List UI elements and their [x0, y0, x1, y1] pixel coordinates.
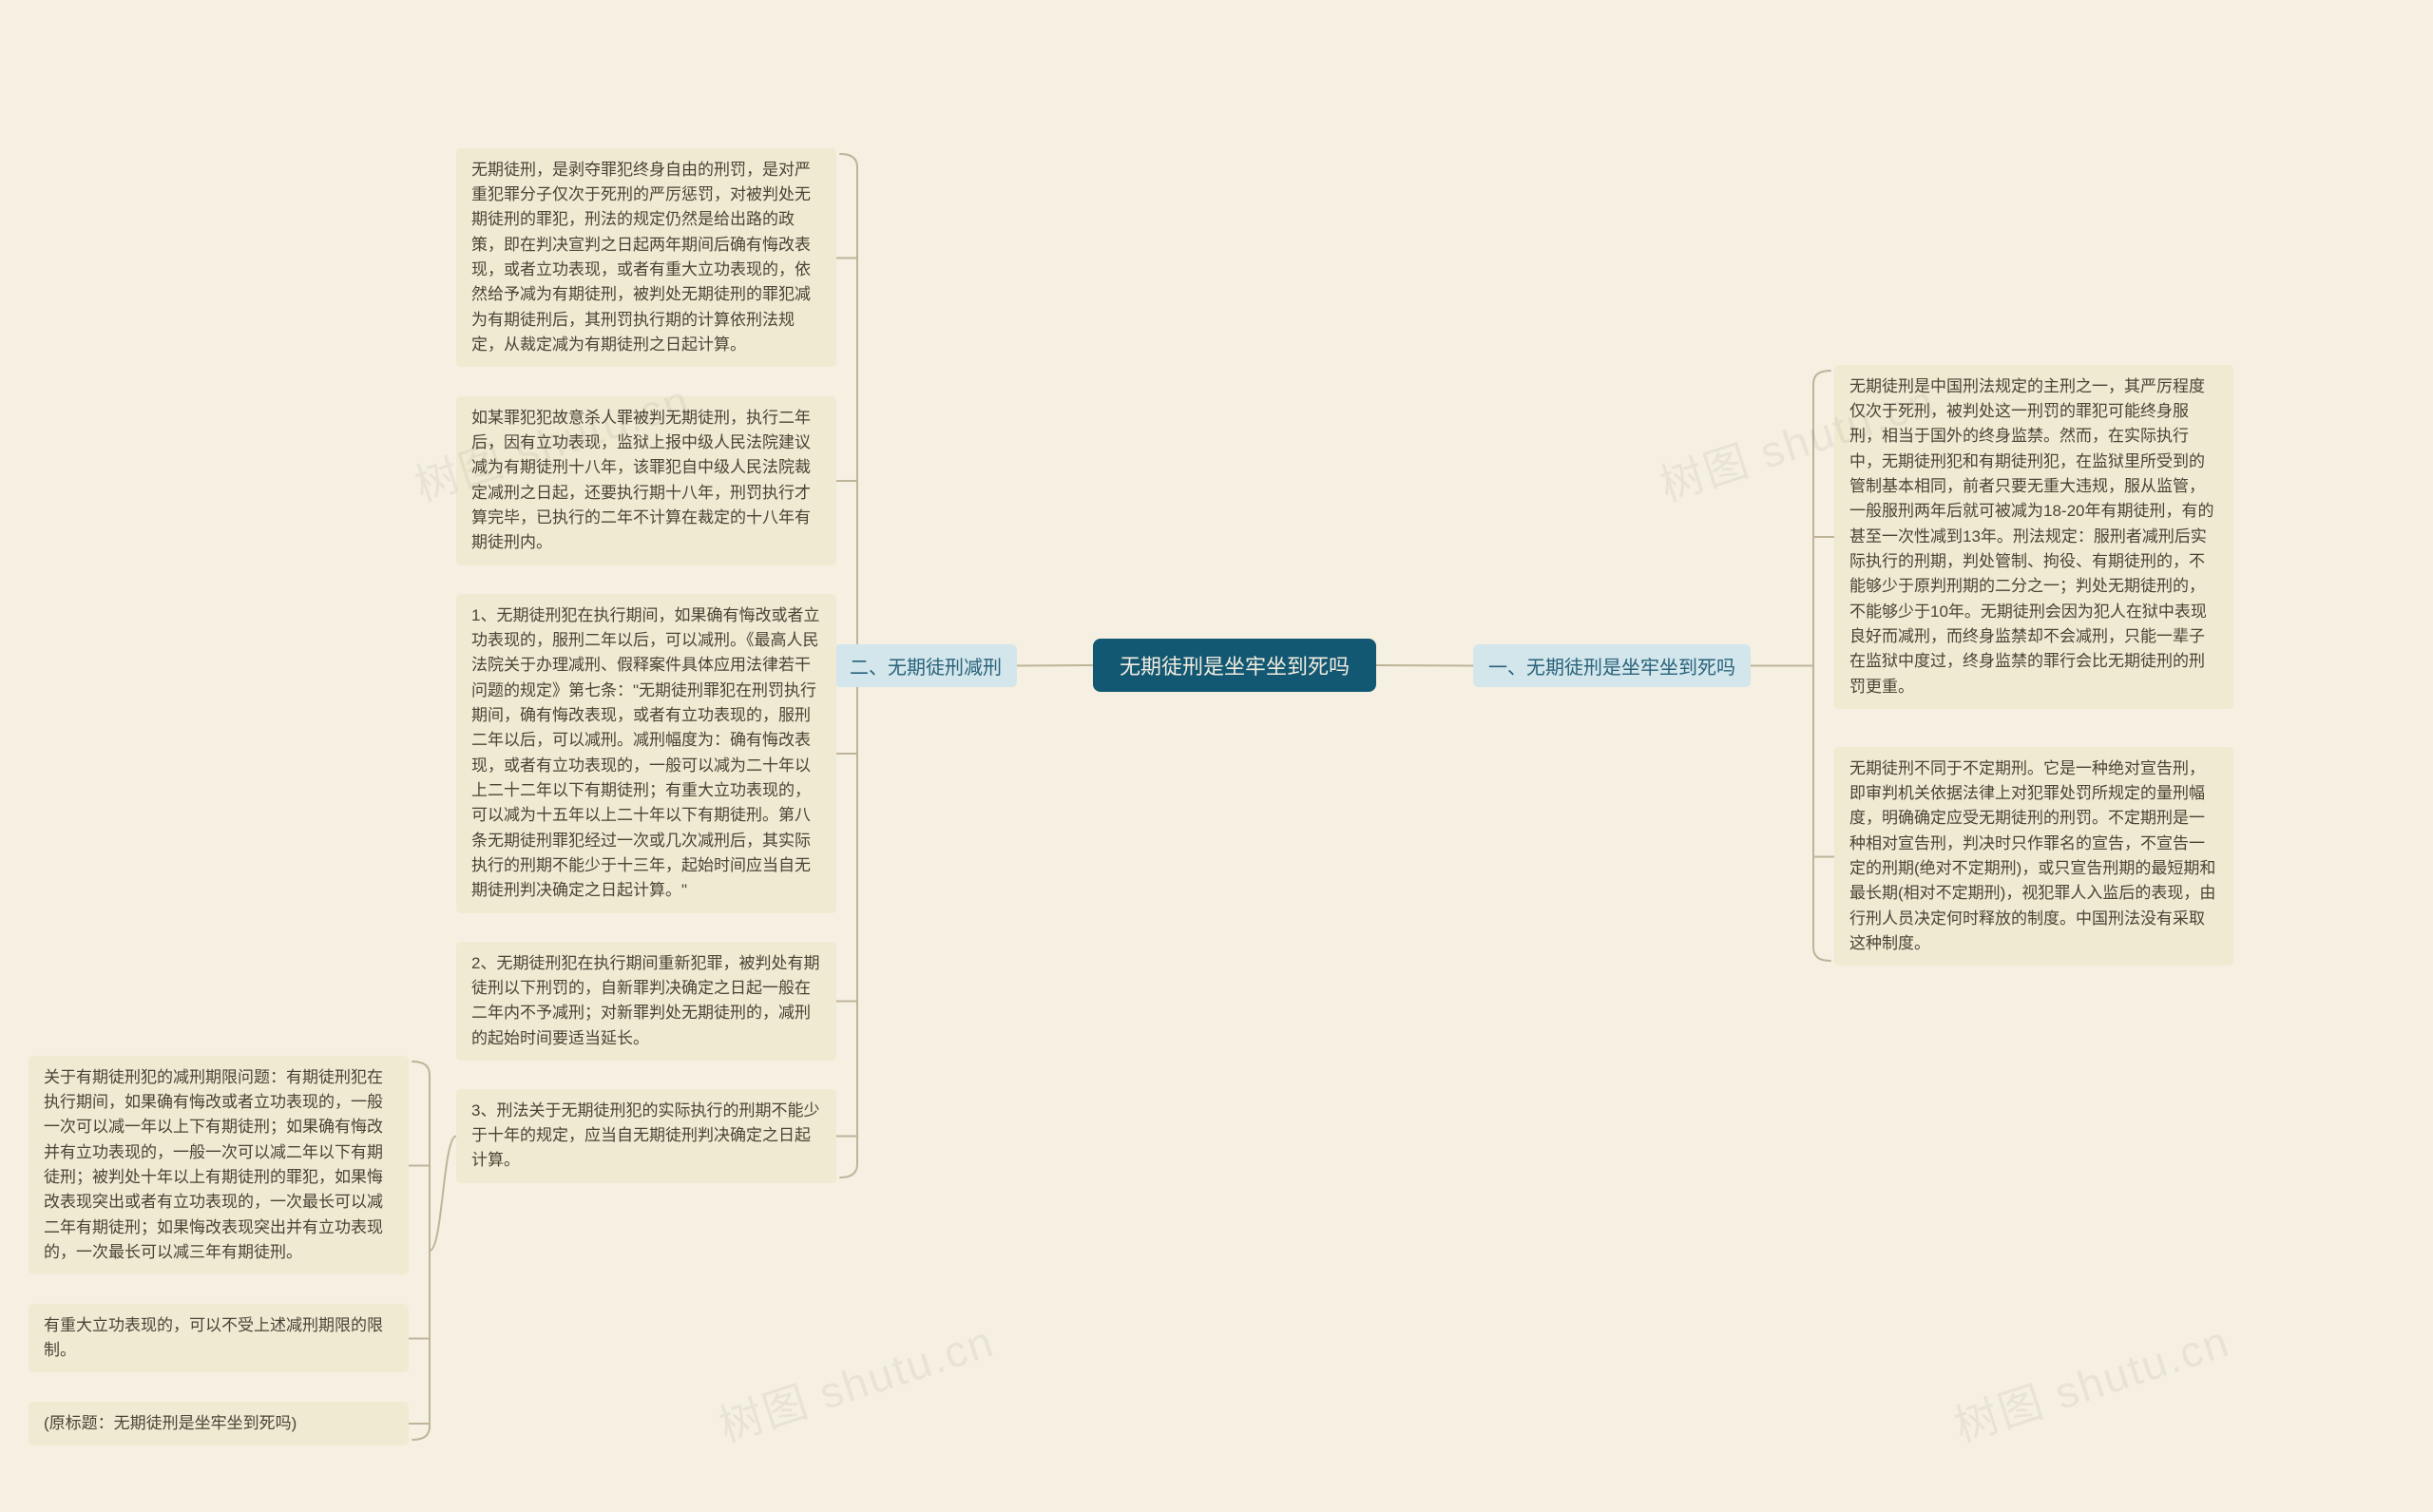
right-branch: 一、无期徒刑是坐牢坐到死吗 — [1473, 644, 1751, 687]
left-leaf-3: 2、无期徒刑犯在执行期间重新犯罪，被判处有期徒刑以下刑罚的，自新罪判决确定之日起… — [456, 942, 836, 1061]
watermark: 树图 shutu.cn — [710, 1307, 1001, 1455]
left-branch: 二、无期徒刑减刑 — [834, 644, 1017, 687]
sub-leaf-1: 有重大立功表现的，可以不受上述减刑期限的限制。 — [29, 1304, 409, 1373]
right-leaf-1: 无期徒刑不同于不定期刑。它是一种绝对宣告刑，即审判机关依据法律上对犯罪处罚所规定… — [1834, 747, 2233, 967]
watermark: 树图 shutu.cn — [1945, 1307, 2236, 1455]
right-leaf-0: 无期徒刑是中国刑法规定的主刑之一，其严厉程度仅次于死刑，被判处这一刑罚的罪犯可能… — [1834, 365, 2233, 709]
sub-leaf-2: (原标题：无期徒刑是坐牢坐到死吗) — [29, 1402, 409, 1445]
sub-leaf-0: 关于有期徒刑犯的减刑期限问题：有期徒刑犯在执行期间，如果确有悔改或者立功表现的，… — [29, 1056, 409, 1275]
left-leaf-2: 1、无期徒刑犯在执行期间，如果确有悔改或者立功表现的，服刑二年以后，可以减刑。《… — [456, 594, 836, 913]
left-leaf-1: 如某罪犯犯故意杀人罪被判无期徒刑，执行二年后，因有立功表现，监狱上报中级人民法院… — [456, 396, 836, 565]
root-node: 无期徒刑是坐牢坐到死吗 — [1093, 639, 1376, 692]
left-leaf-0: 无期徒刑，是剥夺罪犯终身自由的刑罚，是对严重犯罪分子仅次于死刑的严厉惩罚，对被判… — [456, 148, 836, 368]
left-leaf-4: 3、刑法关于无期徒刑犯的实际执行的刑期不能少于十年的规定，应当自无期徒刑判决确定… — [456, 1089, 836, 1183]
